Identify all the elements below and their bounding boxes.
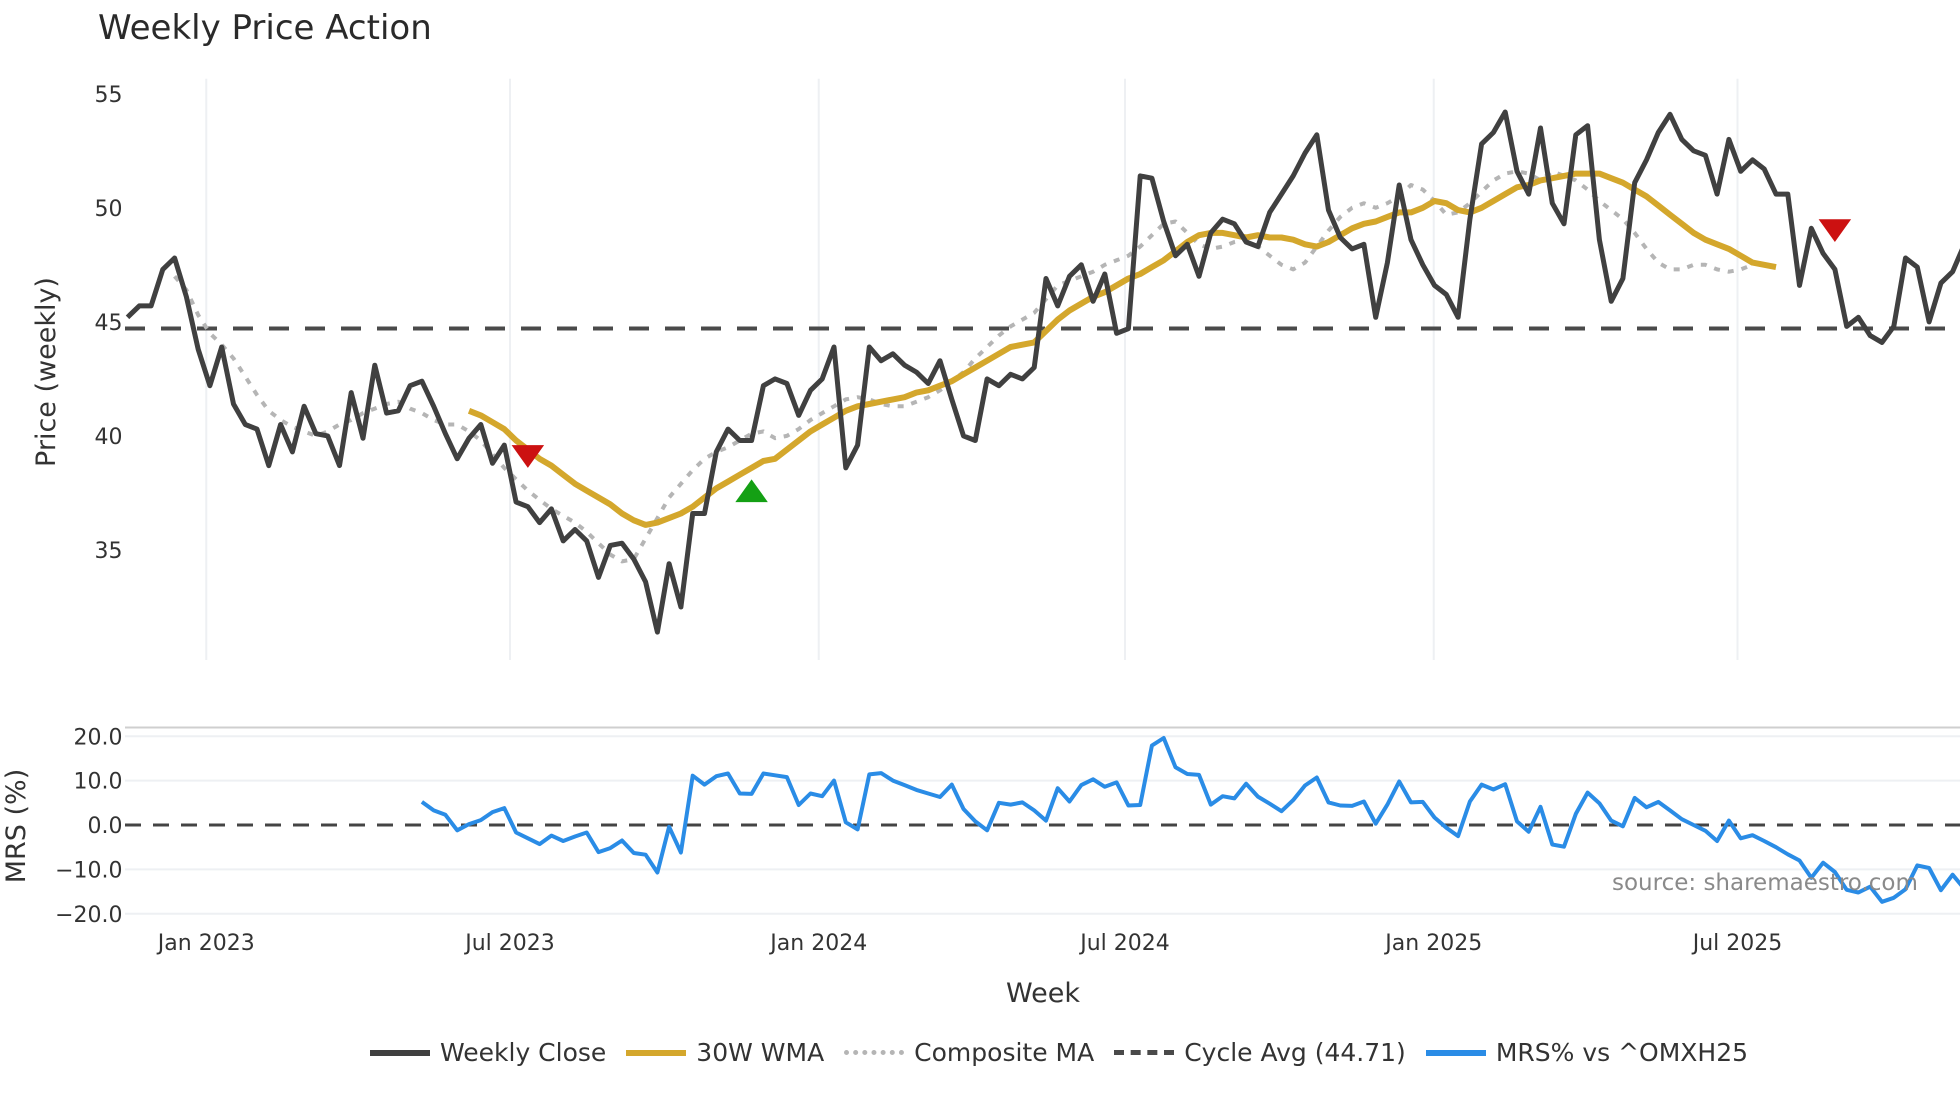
legend-label: Weekly Close [440, 1038, 607, 1067]
x-tick-label: Jul 2025 [1691, 931, 1783, 956]
price-y-tick-label: 55 [95, 83, 123, 108]
signal-markers [511, 219, 1852, 503]
legend-label: 30W WMA [696, 1038, 825, 1067]
x-tick-label: Jan 2025 [1383, 931, 1482, 956]
legend-label: MRS% vs ^OMXH25 [1495, 1038, 1749, 1067]
x-axis-label: Week [1006, 978, 1080, 1009]
weekly-close-line [125, 109, 1960, 635]
legend-swatch-cycle-avg [1114, 1050, 1175, 1055]
chart-title: Weekly Price Action [98, 8, 432, 48]
legend-swatch-mrs [1425, 1049, 1486, 1056]
legend: Weekly Close 30W WMA Composite MA Cycle … [370, 1038, 1768, 1067]
gridlines [125, 78, 1960, 915]
composite-ma-line [173, 169, 1754, 564]
legend-label: Composite MA [914, 1038, 1095, 1067]
legend-swatch-weekly-close [370, 1049, 430, 1056]
price-y-tick-label: 50 [95, 197, 123, 222]
x-tick-label: Jan 2023 [156, 931, 255, 956]
legend-item-weekly-close[interactable]: Weekly Close [370, 1038, 606, 1067]
wma30-line [467, 170, 1777, 528]
mrs-y-axis-label: MRS (%) [1, 769, 32, 884]
mrs-y-tick-label: 0.0 [88, 814, 123, 839]
sell-signal-marker-icon [511, 445, 545, 468]
price-y-axis-label: Price (weekly) [31, 277, 62, 467]
data-series [125, 109, 1960, 904]
legend-item-composite-ma[interactable]: Composite MA [844, 1038, 1094, 1067]
legend-item-cycle-avg[interactable]: Cycle Avg (44.71) [1114, 1038, 1406, 1067]
mrs-y-tick-label: 20.0 [74, 725, 123, 750]
legend-swatch-30w-wma [626, 1049, 687, 1056]
legend-item-30w-wma[interactable]: 30W WMA [626, 1038, 824, 1067]
mrs-y-tick-label: 10.0 [74, 770, 123, 795]
legend-item-mrs[interactable]: MRS% vs ^OMXH25 [1425, 1038, 1749, 1067]
price-y-tick-label: 35 [95, 539, 123, 564]
source-note: source: sharemaestro.com [1612, 870, 1918, 896]
legend-swatch-composite-ma [844, 1050, 905, 1055]
price-y-tick-label: 45 [95, 311, 123, 336]
price-y-tick-label: 40 [95, 425, 123, 450]
axes: Jan 2023 Jul 2023 Jan 2024 Jul 2024 Jan 2025… [55, 83, 1782, 956]
mrs-y-tick-label: −20.0 [55, 903, 122, 928]
mrs-y-tick-label: −10.0 [55, 858, 122, 883]
x-tick-label: Jul 2024 [1078, 931, 1170, 956]
buy-signal-marker-icon [735, 479, 768, 503]
sell-signal-marker-icon [1818, 219, 1852, 242]
legend-label: Cycle Avg (44.71) [1184, 1038, 1406, 1067]
mrs-line [420, 736, 1960, 904]
x-tick-label: Jan 2024 [768, 931, 867, 956]
x-tick-label: Jul 2023 [463, 931, 555, 956]
